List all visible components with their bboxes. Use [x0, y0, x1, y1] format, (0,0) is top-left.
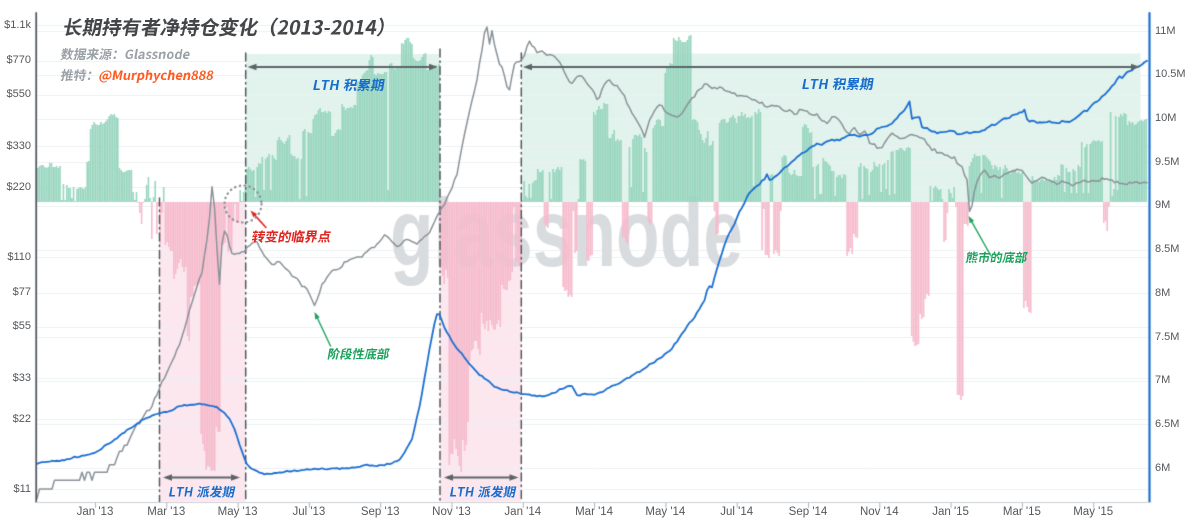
x-axis-tick-label: Jan '13: [76, 506, 114, 518]
x-axis-tick-label: Mar '15: [1002, 506, 1041, 518]
supply-axis-tick-label: 9.5M: [1155, 155, 1180, 168]
supply-axis-tick-label: 6.5M: [1155, 417, 1180, 430]
supply-axis-tick-label: 7.5M: [1155, 330, 1180, 343]
x-axis-tick-label: Nov '14: [859, 506, 899, 518]
supply-axis-tick-label: 10.5M: [1155, 68, 1186, 81]
x-axis-tick-label: Jul '13: [292, 506, 326, 518]
price-axis-tick-label: $770: [6, 54, 31, 67]
price-axis-tick-label: $77: [12, 286, 31, 299]
x-axis-tick-label: May '13: [217, 506, 258, 518]
x-axis-tick-label: Jul '14: [720, 506, 754, 518]
x-axis-tick-label: May '15: [1073, 506, 1114, 518]
x-axis-tick-label: Mar '13: [147, 506, 186, 518]
price-axis-tick-label: $33: [12, 371, 31, 384]
supply-axis-tick-label: 11M: [1155, 24, 1176, 37]
x-axis-tick-label: Jan '15: [932, 506, 969, 518]
x-axis-tick-label: Nov '13: [432, 506, 471, 518]
price-axis-tick-label: $1.1k: [4, 18, 31, 31]
price-axis-tick-label: $55: [12, 320, 31, 333]
x-axis-tick-label: Jan '14: [504, 506, 542, 518]
price-axis-tick-label: $110: [7, 250, 31, 263]
x-axis-tick-label: May '14: [645, 506, 686, 518]
x-axis-tick-label: Sep '14: [788, 506, 828, 518]
price-axis-tick-label: $11: [13, 482, 31, 495]
x-axis-tick-label: Sep '13: [360, 506, 400, 518]
supply-axis-tick-label: 8.5M: [1155, 243, 1180, 256]
supply-axis-tick-label: 10M: [1155, 112, 1177, 124]
price-axis-tick-label: $550: [6, 88, 31, 101]
supply-axis-tick-label: 7M: [1155, 374, 1171, 387]
x-axis-tick-label: Mar '14: [575, 506, 614, 518]
price-axis-tick-label: $220: [6, 180, 31, 193]
supply-axis-tick-label: 9M: [1155, 199, 1171, 212]
price-axis-tick-label: $22: [12, 412, 31, 425]
price-axis-tick-label: $330: [6, 139, 31, 152]
supply-axis-tick-label: 8M: [1155, 286, 1171, 299]
supply-axis-tick-label: 6M: [1155, 461, 1171, 474]
